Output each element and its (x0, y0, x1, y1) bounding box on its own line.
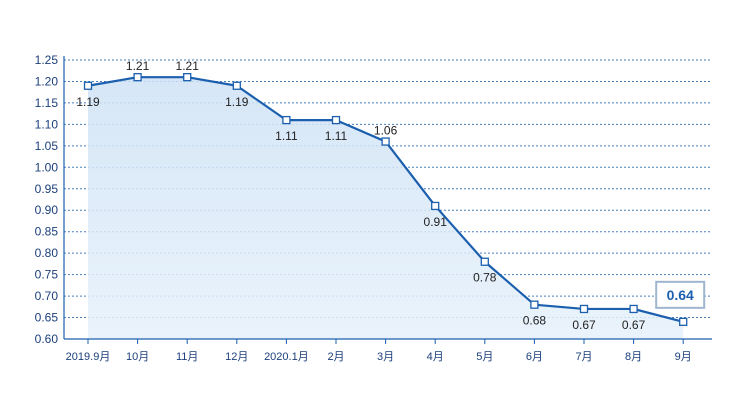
x-tick-label: 10月 (126, 351, 149, 363)
x-tick-label: 4月 (427, 351, 444, 363)
data-point (431, 201, 440, 211)
data-point (282, 115, 291, 125)
data-point (629, 304, 638, 314)
y-tick-label: 0.60 (35, 332, 59, 346)
x-tick-label: 9月 (675, 351, 692, 363)
x-tick-label: 7月 (575, 351, 592, 363)
data-label: 0.67 (622, 318, 646, 332)
data-point (579, 304, 589, 314)
data-point (381, 137, 390, 146)
highlight-callout-label: 0.64 (667, 287, 694, 303)
y-tick-label: 0.70 (35, 289, 59, 303)
data-label: 0.68 (523, 314, 547, 328)
y-tick-label: 0.75 (35, 268, 59, 282)
x-tick-label: 11月 (176, 351, 198, 363)
data-point (83, 81, 93, 90)
x-tick-label: 3月 (377, 351, 394, 363)
data-label: 0.67 (572, 318, 596, 332)
data-point (331, 115, 341, 125)
x-tick-label: 2019.9月 (66, 351, 111, 363)
data-point (530, 300, 539, 309)
x-tick-label: 6月 (526, 351, 543, 363)
y-tick-label: 1.00 (35, 160, 59, 174)
data-label: 1.19 (76, 95, 100, 109)
highlight-callout-box (655, 280, 706, 309)
data-point (133, 73, 142, 82)
data-label: 1.21 (126, 59, 150, 73)
data-label: 1.21 (176, 59, 200, 73)
y-tick-label: 0.90 (35, 203, 59, 217)
data-point (679, 317, 688, 326)
data-point (480, 257, 489, 266)
y-tick-label: 1.20 (35, 74, 59, 88)
x-tick-label: 5月 (476, 351, 493, 363)
data-label: 0.78 (473, 271, 497, 285)
y-tick-label: 1.10 (35, 117, 59, 131)
data-label: 1.06 (374, 124, 398, 138)
data-label: 1.19 (225, 95, 249, 109)
axes: 0.60 0.65 0.70 0.75 0.80 0.85 0.90 0.95 1.00 1.05… (35, 53, 712, 363)
y-tick-label: 1.15 (35, 96, 59, 110)
y-tick-label: 0.80 (35, 246, 59, 260)
area-under-line (88, 77, 684, 340)
x-tick-label: 12月 (225, 351, 248, 363)
y-tick-label: 0.95 (35, 182, 59, 196)
x-tick-label: 8月 (625, 351, 642, 363)
y-tick-label: 0.65 (35, 311, 59, 325)
y-tick-label: 1.25 (35, 53, 59, 67)
data-label: 0.91 (424, 215, 448, 229)
y-tick-label: 1.05 (35, 139, 59, 153)
data-label: 1.11 (275, 129, 298, 143)
x-tick-label: 2020.1月 (264, 351, 309, 363)
data-point (232, 81, 241, 90)
data-points (83, 73, 688, 326)
y-tick-label: 0.85 (35, 225, 59, 239)
x-tick-label: 2月 (327, 351, 344, 363)
data-label: 1.11 (325, 129, 348, 143)
area-fill (88, 77, 684, 340)
data-point (183, 73, 192, 82)
data-labels: 1.19 1.21 1.21 1.19 1.11 1.11 1.06 0.91 0.78 0.68… (76, 59, 706, 332)
